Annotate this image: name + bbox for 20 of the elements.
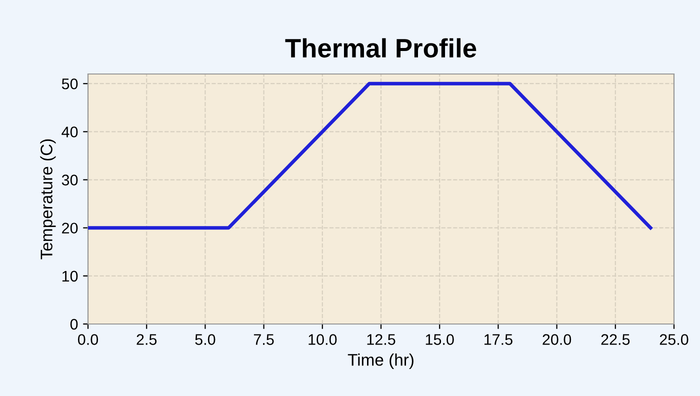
- y-tick-label: 20: [62, 222, 78, 234]
- x-tick-label: 17.5: [484, 334, 512, 345]
- x-tick-label: 2.5: [136, 334, 157, 345]
- x-tick-label: 20.0: [542, 334, 572, 345]
- x-tick-label: 25.0: [660, 334, 688, 345]
- x-tick-label: 15.0: [426, 334, 454, 345]
- x-tick-label: 22.5: [601, 334, 630, 345]
- y-tick-label: 40: [62, 126, 78, 138]
- y-tick-label: 30: [62, 174, 78, 186]
- y-axis-title: Temperature (C): [40, 139, 56, 260]
- x-tick-label: 7.5: [254, 334, 274, 345]
- x-tick-label: 0.0: [78, 334, 98, 345]
- x-axis-title: Time (hr): [348, 354, 414, 370]
- y-tick-label: 50: [62, 78, 78, 90]
- x-tick-label: 5.0: [195, 334, 216, 345]
- x-tick-label: 12.5: [367, 334, 396, 345]
- x-tick-label: 10.0: [308, 334, 337, 345]
- y-tick-label: 0: [70, 318, 78, 330]
- chart-title: Thermal Profile: [285, 38, 476, 58]
- y-tick-label: 10: [62, 270, 78, 282]
